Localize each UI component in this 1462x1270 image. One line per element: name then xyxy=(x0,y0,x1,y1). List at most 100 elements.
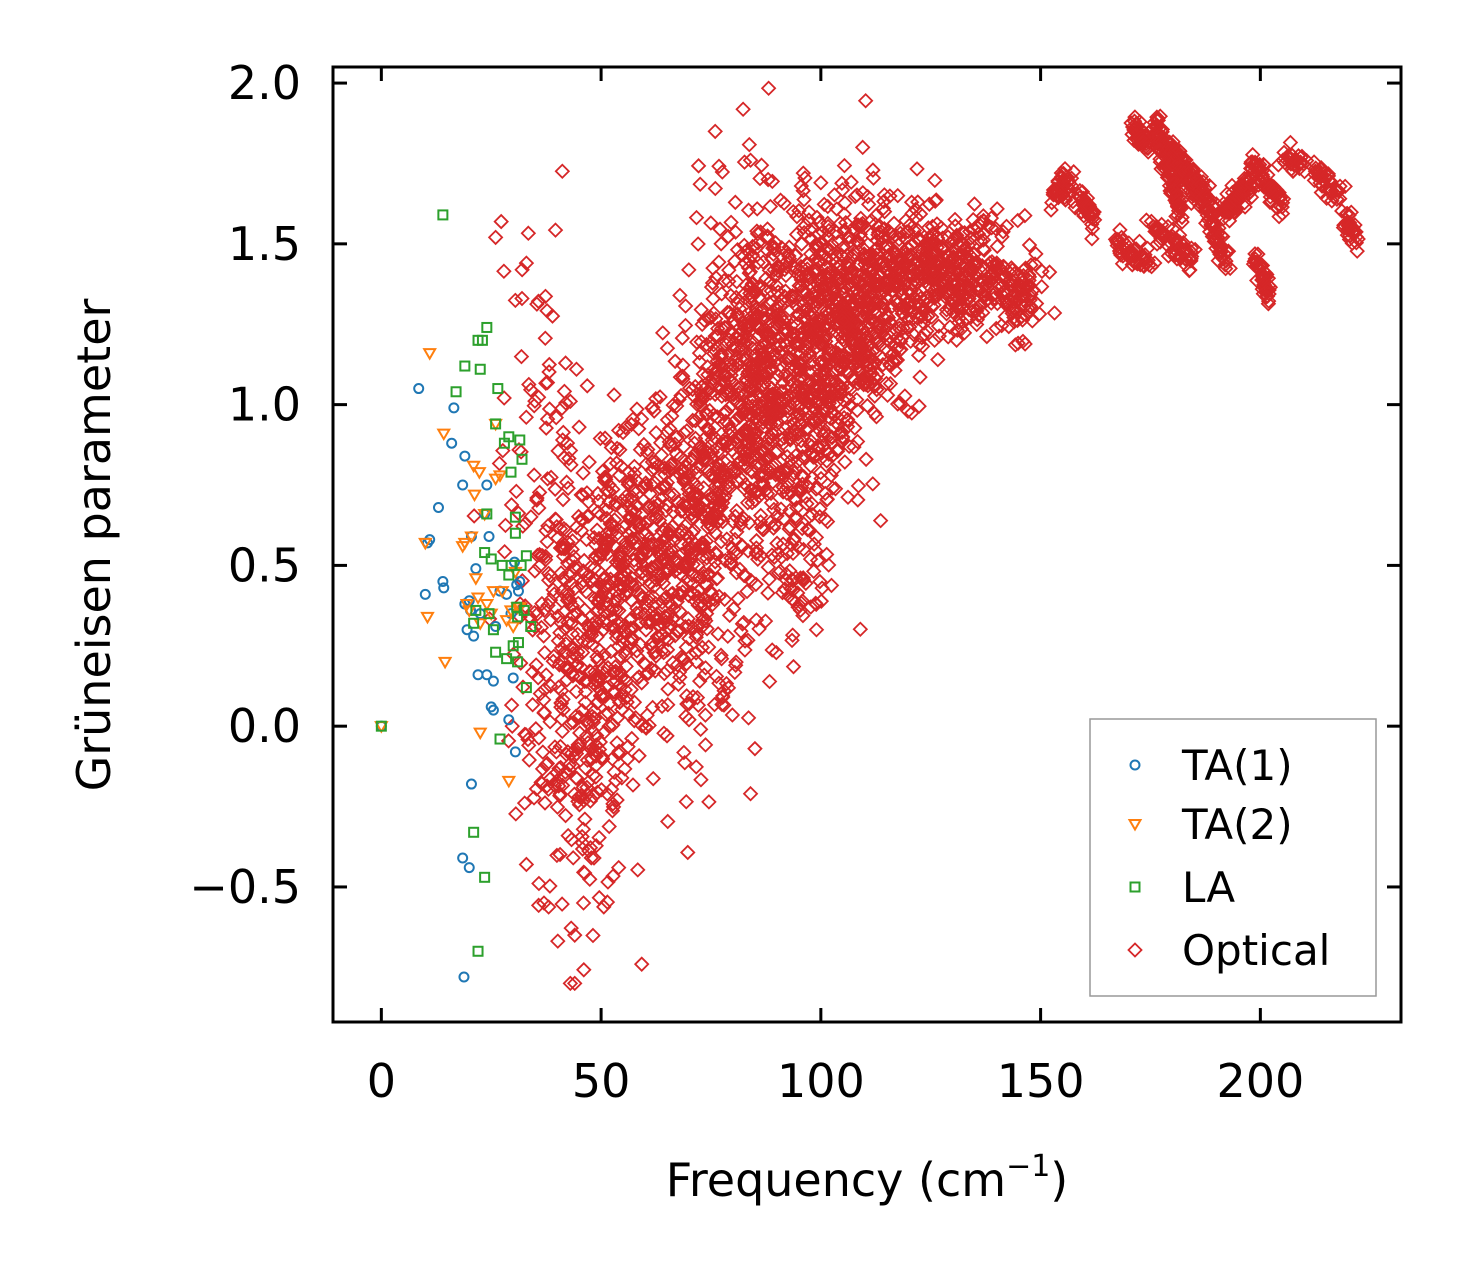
data-point xyxy=(636,436,652,453)
data-point xyxy=(562,975,579,992)
data-point xyxy=(654,626,671,643)
data-point xyxy=(678,793,695,810)
data-point xyxy=(657,521,674,538)
data-point xyxy=(550,443,566,459)
data-point xyxy=(859,397,876,414)
data-point xyxy=(1163,235,1179,252)
data-point xyxy=(588,769,604,785)
data-point xyxy=(659,554,676,571)
data-point xyxy=(648,424,664,441)
legend-label: TA(1) xyxy=(1181,741,1293,790)
data-point xyxy=(793,283,810,299)
data-point xyxy=(531,558,548,574)
data-point xyxy=(791,597,808,613)
data-point xyxy=(622,630,639,647)
data-point xyxy=(810,377,826,394)
data-point xyxy=(623,522,639,539)
data-point xyxy=(687,412,704,429)
data-point xyxy=(552,624,568,641)
x-tick-label: 100 xyxy=(777,1054,865,1108)
data-point xyxy=(881,224,898,240)
data-point xyxy=(671,391,687,408)
data-point xyxy=(652,434,669,451)
data-point xyxy=(730,295,746,312)
data-point xyxy=(1322,173,1338,189)
data-point xyxy=(520,225,537,241)
data-point xyxy=(816,196,833,213)
data-point xyxy=(473,727,488,741)
x-tick-label: 200 xyxy=(1216,1054,1304,1108)
data-point xyxy=(581,620,598,637)
data-point xyxy=(742,785,759,802)
data-point xyxy=(623,620,639,636)
data-point xyxy=(1217,260,1234,277)
data-point xyxy=(575,465,591,481)
data-point xyxy=(534,761,551,777)
data-point xyxy=(542,878,558,894)
data-point xyxy=(679,844,696,861)
data-point xyxy=(657,589,674,606)
data-point xyxy=(772,336,788,353)
data-point xyxy=(513,444,529,460)
data-point xyxy=(494,586,510,599)
data-point xyxy=(958,311,975,328)
data-point xyxy=(642,511,659,528)
data-point xyxy=(638,720,654,736)
data-point xyxy=(845,247,861,264)
data-point xyxy=(535,628,552,644)
data-point xyxy=(865,162,881,178)
data-point xyxy=(846,420,863,436)
data-point xyxy=(711,254,727,270)
data-point xyxy=(753,303,769,320)
data-point xyxy=(727,664,743,681)
data-point xyxy=(760,80,777,97)
data-point xyxy=(720,680,737,696)
data-point xyxy=(486,586,501,599)
data-point xyxy=(736,154,753,170)
data-point xyxy=(1021,269,1038,285)
data-point xyxy=(667,436,683,452)
data-point xyxy=(514,575,526,587)
data-point xyxy=(721,262,737,278)
data-point xyxy=(711,588,727,605)
data-point xyxy=(479,547,491,559)
data-point xyxy=(573,659,590,676)
data-point xyxy=(654,698,670,715)
data-point xyxy=(761,571,777,587)
data-point xyxy=(779,479,795,495)
data-point xyxy=(618,673,635,689)
data-point xyxy=(802,551,819,567)
data-point xyxy=(760,585,776,601)
data-point xyxy=(642,574,659,591)
data-point xyxy=(769,259,786,275)
data-point xyxy=(479,598,495,612)
data-point xyxy=(694,378,710,395)
data-point xyxy=(1350,231,1366,247)
data-point xyxy=(659,340,676,356)
data-point xyxy=(717,383,734,399)
data-point xyxy=(638,456,655,472)
data-point xyxy=(505,466,517,478)
data-point xyxy=(768,277,785,294)
data-point xyxy=(672,287,688,304)
data-point xyxy=(1009,312,1026,329)
data-point xyxy=(941,253,958,270)
data-point xyxy=(906,222,923,239)
data-point xyxy=(732,561,748,578)
data-point xyxy=(557,636,574,652)
data-point xyxy=(1294,148,1310,165)
data-point xyxy=(793,380,810,396)
data-point xyxy=(537,288,554,305)
data-point xyxy=(998,218,1015,235)
data-point xyxy=(509,511,521,523)
data-point xyxy=(487,624,499,636)
data-point xyxy=(529,606,546,622)
data-point xyxy=(949,322,966,339)
data-point xyxy=(530,293,547,310)
data-point xyxy=(590,673,607,690)
data-point xyxy=(995,223,1011,240)
data-point xyxy=(490,620,502,632)
data-point xyxy=(606,593,623,610)
data-point xyxy=(908,209,924,226)
data-point xyxy=(852,373,868,390)
